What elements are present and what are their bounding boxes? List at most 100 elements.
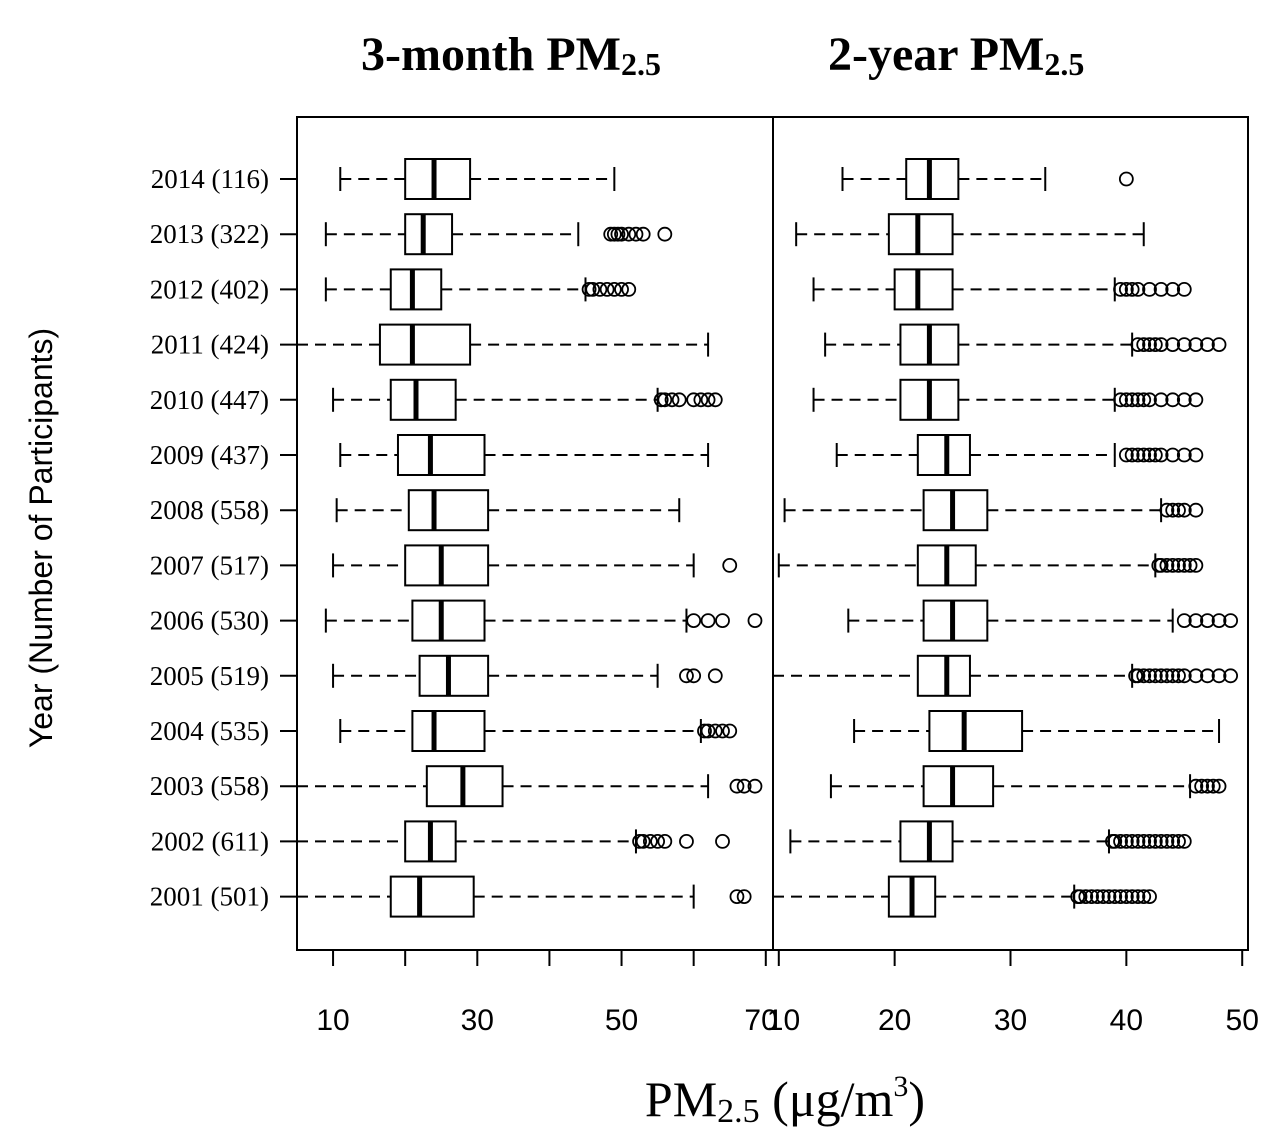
outlier-point <box>1200 668 1215 684</box>
outlier-point <box>679 668 694 684</box>
outlier-point <box>1200 337 1215 353</box>
iqr-box <box>396 434 486 476</box>
y-tick-label: 2010 (447) <box>150 385 269 415</box>
outlier-point <box>599 281 615 297</box>
outlier-point <box>1142 889 1157 904</box>
outlier-point <box>1165 502 1181 518</box>
outlier-point <box>1211 613 1227 628</box>
outlier-point <box>1165 392 1181 408</box>
outlier-point <box>614 226 629 242</box>
outlier-point <box>1147 447 1163 463</box>
outlier-point <box>729 778 745 794</box>
outlier-point <box>700 723 716 739</box>
outlier-point <box>1188 613 1204 628</box>
outlier-point <box>592 281 608 297</box>
y-tick-label: 2009 (437) <box>150 440 269 470</box>
outlier-point <box>1130 281 1146 297</box>
outlier-point <box>1165 558 1181 573</box>
outlier-point <box>736 778 752 794</box>
outlier-point <box>621 226 637 242</box>
outlier-point <box>1130 337 1146 353</box>
outlier-point <box>1153 392 1169 408</box>
outlier-point <box>1113 392 1128 408</box>
outlier-point <box>707 723 723 739</box>
outlier-point <box>1211 668 1227 684</box>
y-tick-label: 2004 (535) <box>150 716 269 746</box>
x-axis-title-unit: (μg/m <box>760 1071 894 1127</box>
outlier-point <box>1147 668 1163 684</box>
outlier-point <box>1159 502 1175 518</box>
outlier-point <box>1142 834 1157 849</box>
outlier-point <box>1142 447 1157 463</box>
outlier-point <box>700 613 716 628</box>
outlier-point <box>1165 668 1181 684</box>
y-axis-title: Year (Number of Participants) <box>23 328 59 748</box>
x-axis-title-main: PM <box>645 1071 717 1127</box>
iqr-box <box>922 599 989 642</box>
panel-title-3-month-sub: 2.5 <box>621 46 661 82</box>
outlier-point <box>657 834 673 849</box>
outlier-point <box>1113 889 1128 904</box>
outlier-point <box>664 392 680 408</box>
outlier-point <box>1223 668 1239 684</box>
iqr-box <box>916 654 971 697</box>
iqr-box <box>899 820 954 863</box>
outlier-point <box>1188 447 1204 463</box>
outlier-point <box>707 392 723 408</box>
outlier-point <box>1176 392 1192 408</box>
outlier-point <box>1118 889 1134 904</box>
outlier-point <box>603 226 619 242</box>
y-tick-label: 2007 (517) <box>150 550 269 580</box>
outlier-point <box>1182 558 1198 573</box>
y-tick-label: 2012 (402) <box>150 274 269 304</box>
outlier-point <box>1176 834 1192 849</box>
outlier-point <box>1176 558 1192 573</box>
outlier-point <box>635 834 651 849</box>
iqr-box <box>905 158 960 200</box>
outlier-point <box>1101 889 1117 904</box>
outlier-point <box>1118 447 1134 463</box>
outlier-point <box>1136 834 1152 849</box>
outlier-point <box>1136 447 1152 463</box>
outlier-point <box>1084 889 1099 904</box>
outlier-point <box>1176 337 1192 353</box>
y-tick-label: 2005 (519) <box>150 661 269 691</box>
panel-title-2-year-main: 2-year PM <box>828 28 1044 81</box>
x-tick-label: 10 <box>767 1004 800 1037</box>
outlier-point <box>1153 668 1169 684</box>
outlier-point <box>1159 834 1175 849</box>
outlier-point <box>686 668 702 684</box>
outlier-point <box>1136 392 1152 408</box>
outlier-point <box>1072 889 1088 904</box>
outlier-point <box>628 226 644 242</box>
iqr-box <box>928 710 1024 752</box>
outlier-point <box>1223 613 1239 628</box>
outlier-point <box>635 226 651 242</box>
outlier-point <box>1124 834 1140 849</box>
iqr-box <box>407 489 490 532</box>
x-tick-label: 70 <box>744 1004 777 1037</box>
outlier-point <box>1211 337 1227 353</box>
outlier-point <box>1136 889 1152 904</box>
outlier-point <box>715 723 730 739</box>
outlier-point <box>1118 171 1134 187</box>
outlier-point <box>693 392 709 408</box>
outlier-point <box>1188 778 1204 794</box>
outlier-point <box>1188 392 1204 408</box>
outlier-point <box>1124 889 1140 904</box>
iqr-box <box>404 213 454 256</box>
outlier-point <box>1142 392 1157 408</box>
outlier-point <box>650 834 666 849</box>
plot-layer: 2014 (116) 2013 (322) 2012 (402) 2011 (424)… <box>150 116 1259 1037</box>
outlier-point <box>1124 392 1140 408</box>
x-axis-title: PM2.5 (μg/m3) <box>645 1070 925 1130</box>
outlier-point <box>700 392 716 408</box>
outlier-point <box>1130 668 1146 684</box>
outlier-point <box>1200 778 1215 794</box>
outlier-point <box>610 226 626 242</box>
outlier-point <box>722 558 738 573</box>
outlier-point <box>1147 834 1163 849</box>
outlier-point <box>1171 502 1186 518</box>
outlier-point <box>1113 281 1128 297</box>
outlier-point <box>707 668 723 684</box>
